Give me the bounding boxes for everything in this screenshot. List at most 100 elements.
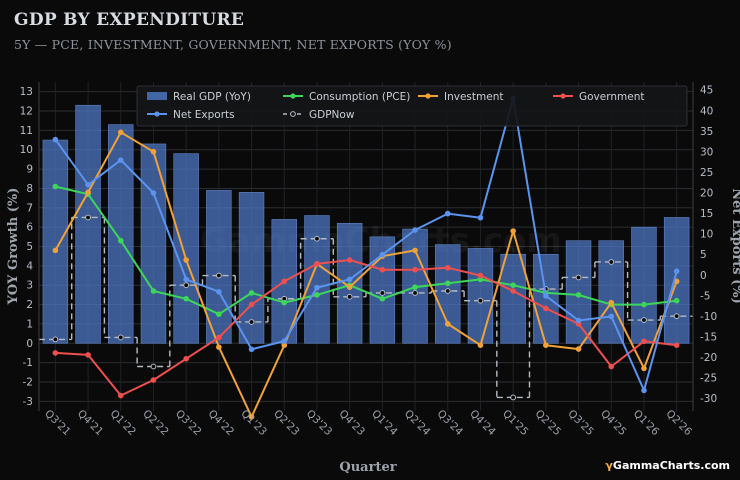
y-tick-label: 9 — [26, 164, 33, 176]
gdp-bar — [467, 248, 494, 344]
consumption-pce-point — [117, 237, 124, 244]
net-exports-line — [54, 97, 678, 392]
y-tick-label: -3 — [23, 396, 33, 408]
y-tick-label: 10 — [20, 144, 33, 156]
investment-point — [248, 414, 255, 420]
legend-label: Net Exports — [173, 109, 235, 121]
y-tick-label: 5 — [26, 241, 33, 253]
y-tick-label: 3 — [26, 280, 33, 292]
y2-tick-label: -20 — [700, 352, 717, 364]
net-exports-point — [477, 214, 484, 221]
investment-point — [150, 148, 157, 155]
legend: Real GDP (YoY) Consumption (PCE) Investmen… — [136, 85, 688, 127]
gdpnow-point — [183, 282, 190, 289]
gdpnow-point — [510, 394, 517, 401]
net-exports-point — [575, 317, 582, 324]
net-exports-point — [543, 293, 549, 299]
consumption-pce-point — [314, 292, 320, 298]
gdp-bar — [533, 253, 559, 344]
consumption-pce-point — [216, 311, 222, 318]
government-point — [444, 264, 451, 271]
legend-label: Government — [579, 91, 644, 103]
x-tick-label: Q2'25 — [533, 408, 564, 439]
net-exports-point — [641, 387, 647, 394]
consumption-pce-point — [150, 288, 157, 294]
x-tick-label: Q1'24 — [369, 408, 400, 439]
government-point — [85, 352, 91, 358]
line-series — [52, 95, 680, 420]
net-exports-point — [346, 276, 353, 283]
investment-point — [444, 321, 451, 327]
investment-point — [117, 129, 124, 136]
x-tick-label: Q4'21 — [75, 408, 106, 439]
investment-point — [608, 299, 615, 306]
gdpnow-point — [215, 272, 222, 279]
y2-tick-label: -10 — [700, 311, 717, 323]
x-tick-label: Q2'22 — [140, 408, 171, 439]
net-exports-point — [183, 276, 189, 283]
y-tick-label: 2 — [26, 299, 33, 311]
government-point — [346, 257, 353, 263]
government-line — [55, 259, 677, 397]
government-point — [379, 266, 386, 273]
y-tick-label: 13 — [20, 86, 33, 98]
gdp-bar — [500, 253, 526, 344]
y-tick-label: 0 — [26, 338, 33, 350]
gdpnow-point — [477, 297, 484, 304]
gdp-bar — [238, 192, 265, 344]
government-point — [641, 338, 647, 345]
y-axis-label: YOY Growth (%) — [6, 188, 21, 306]
legend-box — [136, 85, 688, 127]
consumption-pce-point — [281, 299, 288, 306]
government-point — [477, 272, 484, 279]
gdp-bar — [206, 190, 232, 344]
gdpnow-point — [673, 313, 680, 320]
y2-tick-label: 0 — [700, 270, 707, 282]
government-point — [117, 392, 124, 399]
investment-point — [477, 342, 484, 349]
brand-name: GammaCharts.com — [612, 459, 730, 472]
brand-logo: γGammaCharts.com — [605, 459, 730, 472]
government-point — [314, 261, 320, 267]
net-exports-point — [281, 338, 288, 344]
investment-point — [412, 247, 418, 254]
net-exports-point — [444, 210, 451, 217]
x-tick-label: Q3'24 — [435, 408, 466, 439]
y2-tick-label: 40 — [700, 105, 713, 117]
consumption-pce-point — [412, 284, 418, 290]
investment-point — [543, 342, 549, 349]
x-tick-label: Q1'22 — [108, 408, 139, 439]
x-tick-label: Q4'25 — [598, 408, 629, 439]
y2-tick-label: 5 — [700, 249, 707, 261]
consumption-pce-point — [183, 295, 189, 302]
x-tick-label: Q1'26 — [631, 408, 662, 439]
gdpnow-point — [608, 259, 615, 265]
y-tick-label: -2 — [23, 376, 33, 388]
net-exports-point — [117, 157, 124, 163]
legend-label: Real GDP (YoY) — [173, 91, 251, 103]
gdpnow-point — [52, 336, 59, 343]
government-point — [412, 266, 418, 273]
y2-tick-label: 10 — [700, 229, 713, 241]
gdp-bar — [75, 104, 101, 344]
brand-mark-icon: γ — [605, 459, 613, 472]
gdp-bar — [304, 215, 330, 344]
government-point — [150, 377, 157, 383]
legend-label: Consumption (PCE) — [309, 91, 410, 103]
government-point — [510, 288, 516, 294]
y2-tick-label: -15 — [700, 331, 717, 343]
government-point — [608, 363, 615, 370]
legend-label: Investment — [444, 91, 503, 103]
chart-title: GDP BY EXPENDITURE — [14, 10, 245, 30]
gdpnow-point — [575, 274, 582, 281]
gdpnow-point — [412, 290, 418, 296]
government-point — [248, 301, 255, 308]
consumption-pce-point — [575, 292, 582, 298]
gdp-bar — [42, 139, 69, 344]
legend-swatch-marker — [154, 111, 160, 117]
y-tick-label: 12 — [20, 106, 33, 118]
bar-series — [42, 104, 690, 344]
net-exports-point — [314, 284, 320, 291]
x-tick-label: Q2'24 — [402, 408, 433, 439]
legend-label: GDPNow — [309, 109, 355, 121]
